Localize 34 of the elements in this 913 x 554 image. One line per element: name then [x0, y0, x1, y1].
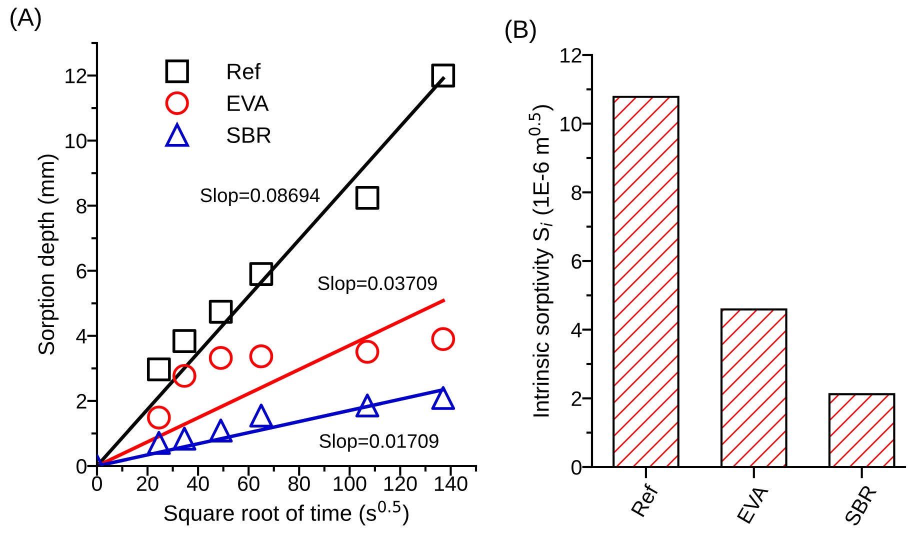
chart-title: (B) [506, 20, 536, 43]
x-tick-label: 20 [136, 476, 158, 492]
y-tick-label: 12 [560, 48, 582, 63]
x-tick-label: 60 [238, 476, 260, 492]
y-tick-label: 4 [571, 322, 582, 338]
annotation: Slop=0.08694 [200, 188, 320, 206]
y-tick-label: 8 [572, 185, 582, 200]
y-axis-title: Sorption depth (mm) [38, 154, 59, 355]
y-tick-label: 6 [572, 254, 582, 269]
chart-title: (A) [10, 8, 41, 31]
y-tick-label: 10 [560, 116, 582, 132]
y-axis-title: Intrinsic sorptivity S$_{i}$ (1E-6 m$^{0.5}$) [528, 105, 554, 416]
y-tick-label: 6 [76, 264, 86, 279]
y-tick-label: 0 [76, 459, 86, 474]
x-tick-label: 80 [288, 476, 310, 492]
legend-label: SBR [227, 127, 271, 143]
y-tick-label: 2 [572, 391, 582, 406]
x-tick-label: 120 [384, 476, 417, 492]
y-tick-label: 2 [76, 394, 86, 408]
y-tick-label: 10 [66, 134, 86, 148]
y-tick-label: 8 [76, 198, 86, 214]
x-tick-label: Ref [630, 482, 659, 518]
x-tick-label: 0 [92, 476, 102, 492]
x-tick-label: 40 [186, 476, 209, 492]
y-tick-label: 4 [76, 329, 87, 344]
y-tick-label: 12 [66, 68, 86, 84]
legend-label: EVA [228, 96, 269, 111]
y-tick-label: 0 [572, 460, 582, 475]
annotation: Slop=0.03709 [318, 276, 437, 294]
x-tick-label: 100 [334, 476, 366, 492]
annotation: Slop=0.01709 [320, 434, 438, 452]
x-tick-label: 140 [434, 476, 468, 492]
legend-label: Ref [228, 63, 261, 80]
x-axis-title: Square root of time (s$^{0.5}$) [164, 500, 408, 526]
